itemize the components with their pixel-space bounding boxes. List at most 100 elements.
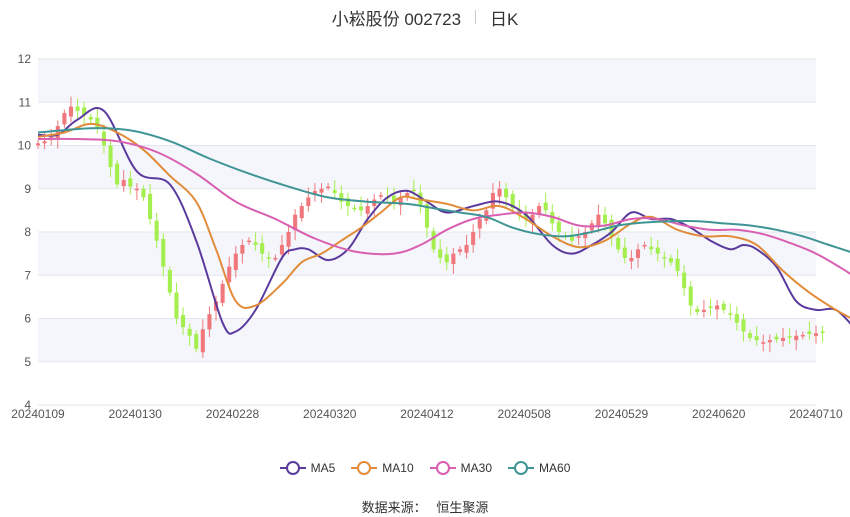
candle-body xyxy=(378,195,383,197)
candle-body xyxy=(306,197,311,207)
y-tick-label: 11 xyxy=(19,95,32,109)
candle-body xyxy=(352,207,357,210)
candle-body xyxy=(88,116,93,120)
candle-body xyxy=(345,198,350,207)
candle-body xyxy=(675,258,680,271)
candle-body xyxy=(326,186,331,189)
candle-body xyxy=(187,328,192,336)
candle-body xyxy=(312,190,317,194)
candle-body xyxy=(108,145,113,168)
candle-body xyxy=(121,180,126,187)
candle-body xyxy=(293,214,298,231)
candle-body xyxy=(774,336,779,340)
x-tick-label: 20240508 xyxy=(498,407,552,421)
candle-body xyxy=(761,342,766,344)
candle-body xyxy=(167,270,172,293)
ma-line-ma60 xyxy=(37,127,850,253)
candle-body xyxy=(471,232,476,245)
y-tick-label: 12 xyxy=(18,52,32,66)
candle-body xyxy=(464,244,469,253)
candle-body xyxy=(286,232,291,247)
candle-body xyxy=(695,308,700,313)
ma-line-ma5 xyxy=(37,107,850,335)
candle-body xyxy=(813,333,819,336)
candle-body xyxy=(616,238,621,250)
candle-body xyxy=(820,331,825,333)
candle-body xyxy=(128,178,133,187)
x-tick-label: 20240109 xyxy=(11,407,65,421)
candle-body xyxy=(451,253,456,265)
legend-item-ma60[interactable]: MA60 xyxy=(508,461,570,475)
candle-body xyxy=(359,206,364,211)
candle-body xyxy=(715,305,720,310)
candle-body xyxy=(174,292,179,319)
x-tick-label: 20240710 xyxy=(789,407,843,421)
candle-body xyxy=(800,334,805,337)
legend-label-ma5: MA5 xyxy=(310,461,336,475)
candle-body xyxy=(55,126,60,139)
candle-body xyxy=(649,246,654,250)
candle-body xyxy=(194,334,199,349)
y-tick-label: 7 xyxy=(24,268,31,282)
candle-body xyxy=(537,206,542,215)
candle-body xyxy=(701,309,706,313)
candle-body xyxy=(115,163,120,185)
x-tick-label: 20240529 xyxy=(595,407,649,421)
candle-body xyxy=(780,337,786,341)
legend-item-ma10[interactable]: MA10 xyxy=(351,461,414,475)
legend-item-ma5[interactable]: MA5 xyxy=(279,461,336,475)
y-tick-label: 8 xyxy=(24,225,31,239)
x-tick-label: 20240412 xyxy=(400,407,454,421)
candle-body xyxy=(319,188,324,193)
candle-body xyxy=(220,283,225,303)
period-tab[interactable]: 日K xyxy=(490,9,519,29)
candle-body xyxy=(635,249,641,258)
candle-body xyxy=(246,240,252,243)
candle-body xyxy=(662,257,667,259)
candle-body xyxy=(49,136,54,139)
candle-body xyxy=(253,242,258,245)
x-tick-label: 20240320 xyxy=(303,407,357,421)
candle-body xyxy=(101,131,106,146)
candle-body xyxy=(767,340,772,343)
source-label: 数据来源： xyxy=(361,500,427,515)
candle-body xyxy=(504,188,509,198)
grid-band xyxy=(38,318,816,362)
candle-body xyxy=(35,143,41,146)
candle-body xyxy=(233,253,238,271)
legend-swatch-ma5 xyxy=(279,461,306,475)
candle-body xyxy=(655,247,660,254)
legend-label-ma60: MA60 xyxy=(539,461,571,475)
ma-line-ma30 xyxy=(37,137,850,275)
candle-body xyxy=(332,190,337,194)
candle-body xyxy=(68,106,74,117)
y-tick-label: 9 xyxy=(24,182,31,196)
candle-body xyxy=(556,221,561,232)
y-tick-label: 4 xyxy=(24,398,31,412)
candle-body xyxy=(398,197,403,206)
candle-body xyxy=(148,193,153,220)
candle-body xyxy=(207,314,212,330)
source-name: 恒生聚源 xyxy=(436,500,489,515)
candle-body xyxy=(596,214,601,227)
x-tick-label: 20240130 xyxy=(109,407,163,421)
candle-body xyxy=(134,188,139,191)
candle-body xyxy=(154,220,159,241)
legend-label-ma10: MA10 xyxy=(382,461,414,475)
candle-body xyxy=(787,336,792,338)
candle-body xyxy=(688,286,693,306)
legend-swatch-ma60 xyxy=(508,461,535,475)
candle-body xyxy=(273,257,278,260)
candle-body xyxy=(141,188,146,198)
legend-item-ma30[interactable]: MA30 xyxy=(429,461,493,475)
candle-body xyxy=(668,257,673,263)
legend-label-ma30: MA30 xyxy=(460,461,493,475)
candle-body xyxy=(754,336,759,341)
candle-body xyxy=(260,243,265,254)
candle-body xyxy=(161,238,166,267)
candle-body xyxy=(570,236,575,241)
x-tick-label: 20240228 xyxy=(206,407,260,421)
candle-body xyxy=(543,202,548,211)
candle-body xyxy=(227,266,232,283)
y-tick-label: 10 xyxy=(18,139,32,153)
